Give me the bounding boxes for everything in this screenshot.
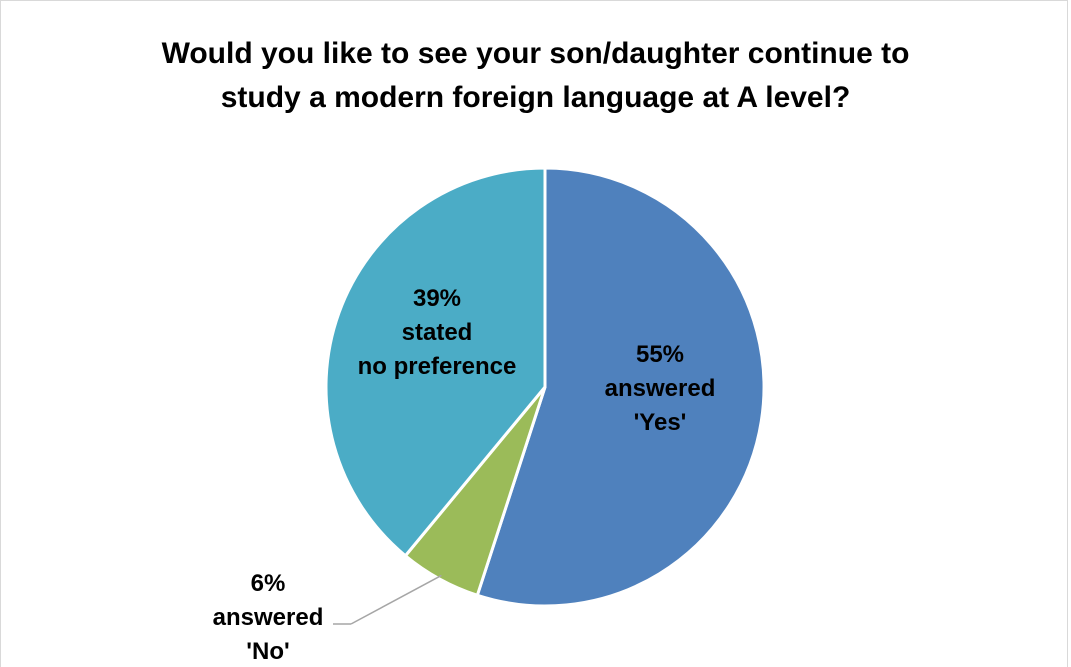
data-label-no-line-3: 'No' [246,638,289,665]
chart-title-line-1: Would you like to see your son/daughter … [161,37,910,70]
data-label-yes-line-3: 'Yes' [634,409,687,436]
data-label-no: 6% answered 'No' [213,570,324,665]
data-label-no-line-2: answered [213,604,324,631]
leader-line-no [350,574,442,625]
data-label-no-preference: 39% stated no preference [358,285,517,380]
chart-title-line-2: study a modern foreign language at A lev… [220,81,851,114]
pie-slices [324,166,766,608]
data-label-no-preference-line-1: 39% [413,285,461,312]
data-label-yes-line-2: answered [605,375,716,402]
pie-slice-yes [475,166,766,608]
chart-title: Would you like to see your son/daughter … [0,32,1071,120]
data-label-no-line-1: 6% [251,570,286,597]
data-label-no-preference-line-3: no preference [358,353,517,380]
pie-slice-no-preference [324,166,547,558]
data-label-yes-line-1: 55% [636,341,684,368]
data-label-yes: 55% answered 'Yes' [605,341,716,436]
slice-labels: 55% answered 'Yes' 6% answered 'No' 39% stated n… [213,285,716,665]
data-label-no-preference-line-2: stated [402,319,473,346]
